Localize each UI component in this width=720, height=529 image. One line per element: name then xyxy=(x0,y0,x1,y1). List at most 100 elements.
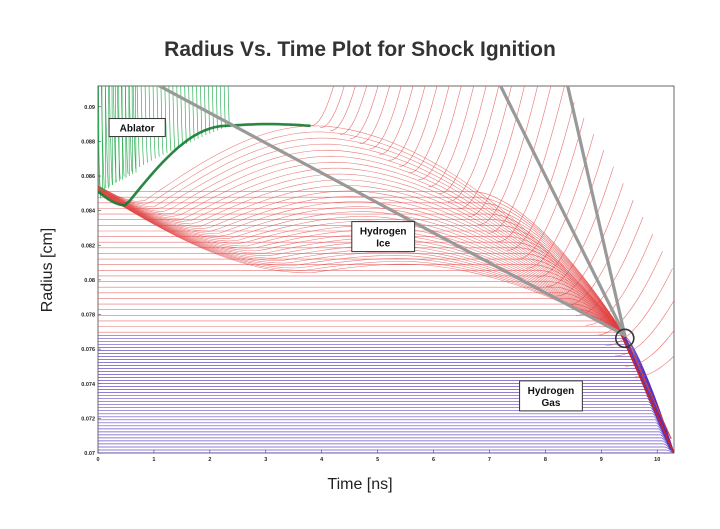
ablator-trajectory-line xyxy=(180,86,183,146)
ablator-trajectory-line xyxy=(108,86,113,186)
region-label: Ice xyxy=(376,239,390,250)
x-tick-label: 2 xyxy=(208,457,211,463)
ice-trajectory-line xyxy=(98,188,658,416)
ice-trajectory-line xyxy=(98,143,658,416)
ablator-trajectory-line xyxy=(227,86,230,126)
ice-trajectory-line xyxy=(448,86,500,202)
y-tick-label: 0.072 xyxy=(81,416,95,422)
ablator-trajectory-line xyxy=(156,86,160,157)
region-label: Gas xyxy=(542,398,561,409)
ice-trajectory-line xyxy=(359,86,390,144)
ice-trajectory-line xyxy=(98,161,658,416)
y-tick-label: 0.074 xyxy=(81,382,96,388)
ablator-trajectory-line xyxy=(100,86,106,193)
y-tick-label: 0.078 xyxy=(81,313,95,319)
x-tick-label: 9 xyxy=(600,457,603,463)
ice-trajectory-line xyxy=(98,131,658,416)
shock-line xyxy=(157,86,627,337)
ice-trajectory-line xyxy=(546,166,614,287)
ice-trajectory-line xyxy=(98,155,658,416)
ablator-trajectory-line xyxy=(200,86,203,138)
ice-trajectory-line xyxy=(487,86,552,234)
region-label: Ablator xyxy=(120,124,155,135)
x-tick-label: 6 xyxy=(432,457,435,463)
ablator-trajectory-line xyxy=(152,86,156,159)
ice-trajectory-line xyxy=(98,188,658,416)
gas-trajectory-line xyxy=(98,446,674,453)
ice-trajectory-line xyxy=(477,86,538,226)
x-tick-label: 5 xyxy=(376,457,379,463)
ice-trajectory-line xyxy=(339,86,367,135)
region-label-box xyxy=(108,118,166,138)
x-axis-label: Time [ns] xyxy=(327,476,393,493)
ablator-trajectory-line xyxy=(164,86,168,153)
region-label: Hydrogen xyxy=(360,227,407,238)
ice-trajectory-line xyxy=(497,86,565,242)
ice-trajectory-line xyxy=(98,190,658,416)
ablator-trajectory-line xyxy=(176,86,180,148)
x-tick-label: 0 xyxy=(96,457,99,463)
ice-trajectory-line xyxy=(418,86,462,180)
ice-trajectory-line xyxy=(98,187,658,416)
ablator-trajectory-line xyxy=(168,86,172,152)
shock-line xyxy=(499,86,627,337)
ice-trajectory-line xyxy=(408,86,450,174)
ablator-interface-line xyxy=(98,122,311,207)
ablator-trajectory-line xyxy=(101,86,103,190)
ice-trajectory-line xyxy=(507,102,575,251)
x-tick-label: 7 xyxy=(488,457,491,463)
y-tick-label: 0.082 xyxy=(81,243,95,249)
region-label-box xyxy=(519,380,583,412)
ice-trajectory-line xyxy=(98,185,658,416)
chart-title: Radius Vs. Time Plot for Shock Ignition xyxy=(164,38,556,61)
convergence-circle xyxy=(614,328,635,349)
ice-trajectory-line xyxy=(98,149,658,416)
ablator-trajectory-line xyxy=(208,86,211,134)
ablator-trajectory-line xyxy=(188,86,191,143)
ice-trajectory-line xyxy=(310,86,334,127)
ablator-trajectory-line xyxy=(172,86,176,150)
ice-trajectory-line xyxy=(556,183,624,297)
y-tick-label: 0.07 xyxy=(84,451,95,457)
ablator-trajectory-line xyxy=(192,86,195,141)
ice-trajectory-line xyxy=(98,173,658,416)
gas-trajectory-line xyxy=(98,449,674,453)
y-tick-label: 0.076 xyxy=(81,347,95,353)
ablator-trajectory-line xyxy=(104,86,107,189)
x-tick-label: 1 xyxy=(152,457,155,463)
y-tick-label: 0.09 xyxy=(84,105,95,111)
ice-trajectory-line xyxy=(398,86,438,167)
ablator-trajectory-line xyxy=(98,86,100,192)
ablator-trajectory-line xyxy=(204,86,207,136)
ice-trajectory-line xyxy=(526,134,595,269)
ice-collapse-line xyxy=(618,329,674,453)
ice-trajectory-line xyxy=(595,251,663,336)
y-tick-label: 0.08 xyxy=(84,278,95,284)
x-tick-label: 8 xyxy=(544,457,547,463)
ice-trajectory-line xyxy=(605,268,673,346)
ice-trajectory-line xyxy=(428,86,474,187)
ice-trajectory-line xyxy=(389,86,426,161)
ice-trajectory-line xyxy=(369,86,402,150)
y-tick-label: 0.088 xyxy=(81,139,95,145)
ice-trajectory-line xyxy=(457,86,512,210)
ablator-trajectory-line xyxy=(148,86,152,161)
ice-trajectory-line xyxy=(98,187,658,416)
ice-trajectory-line xyxy=(349,86,379,140)
ablator-trajectory-line xyxy=(144,86,148,163)
ice-trajectory-line xyxy=(98,188,658,416)
region-label-box xyxy=(351,221,416,253)
region-label: Hydrogen xyxy=(528,386,575,397)
x-tick-label: 4 xyxy=(320,457,324,463)
gas-trajectory-line xyxy=(98,334,674,453)
ice-trajectory-line xyxy=(379,86,414,155)
ablator-trajectory-line xyxy=(196,86,199,139)
ablator-trajectory-line xyxy=(215,86,219,131)
x-tick-label: 3 xyxy=(264,457,267,463)
ice-trajectory-line xyxy=(566,199,634,306)
y-tick-label: 0.086 xyxy=(81,174,95,180)
ice-trajectory-line xyxy=(634,355,674,378)
ice-trajectory-line xyxy=(98,137,658,416)
ice-trajectory-line xyxy=(98,191,672,439)
